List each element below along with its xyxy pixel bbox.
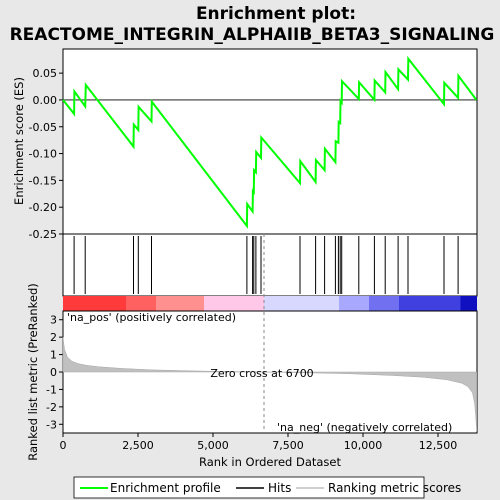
x-axis-label: Rank in Ordered Dataset bbox=[199, 455, 342, 469]
es-ytick-label: 0.05 bbox=[33, 67, 58, 80]
xtick-label: 7,500 bbox=[272, 439, 304, 452]
heatmap-segment bbox=[339, 296, 369, 311]
legend-hits: Hits bbox=[268, 481, 291, 495]
legend-ranking-metric: Ranking metric scores bbox=[328, 481, 461, 495]
metric-ytick-label: -2 bbox=[46, 401, 57, 414]
metric-ytick-label: 1 bbox=[50, 349, 57, 362]
es-ytick-label: -0.15 bbox=[29, 174, 57, 187]
heatmap-segment bbox=[204, 296, 264, 311]
metric-ytick-label: -3 bbox=[46, 418, 57, 431]
es-ytick-label: -0.25 bbox=[29, 228, 57, 241]
metric-ytick-label: 2 bbox=[50, 331, 57, 344]
xtick-label: 10,000 bbox=[344, 439, 383, 452]
heatmap-segment bbox=[126, 296, 156, 311]
metric-ytick-label: 0 bbox=[50, 366, 57, 379]
es-ytick-label: -0.20 bbox=[29, 201, 57, 214]
metric-ytick-label: 3 bbox=[50, 314, 57, 327]
pos-correlated-label: 'na_pos' (positively correlated) bbox=[67, 311, 236, 324]
heatmap-segment bbox=[399, 296, 461, 311]
xtick-label: 5,000 bbox=[197, 439, 229, 452]
es-ytick-label: 0.00 bbox=[33, 94, 58, 107]
enrichment-profile-line bbox=[62, 55, 478, 229]
chart-title: Enrichment plot: bbox=[196, 4, 356, 24]
hits-panel bbox=[62, 233, 478, 297]
legend-enrichment-profile: Enrichment profile bbox=[110, 481, 221, 495]
metric-ylabel: Ranked list metric (PreRanked) bbox=[26, 283, 40, 461]
es-plot-area bbox=[62, 48, 478, 235]
heatmap-segment bbox=[63, 296, 126, 311]
heatmap-segment bbox=[460, 296, 477, 311]
neg-correlated-label: 'na_neg' (negatively correlated) bbox=[277, 421, 452, 434]
xtick-label: 12,500 bbox=[419, 439, 458, 452]
es-ytick-label: -0.05 bbox=[29, 121, 57, 134]
xtick-label: 2,500 bbox=[122, 439, 154, 452]
es-ytick-label: -0.10 bbox=[29, 148, 57, 161]
heatmap-segment bbox=[369, 296, 399, 311]
chart-subtitle: REACTOME_INTEGRIN_ALPHAIIB_BETA3_SIGNALI… bbox=[10, 25, 495, 45]
heatmap-segment bbox=[264, 296, 339, 311]
zero-cross-label: Zero cross at 6700 bbox=[210, 367, 313, 380]
ranking-metric-area bbox=[62, 337, 477, 432]
heatmap-segment bbox=[156, 296, 204, 311]
xtick-label: 0 bbox=[60, 439, 67, 452]
metric-ytick-label: -1 bbox=[46, 383, 57, 396]
es-ylabel: Enrichment score (ES) bbox=[12, 77, 26, 205]
